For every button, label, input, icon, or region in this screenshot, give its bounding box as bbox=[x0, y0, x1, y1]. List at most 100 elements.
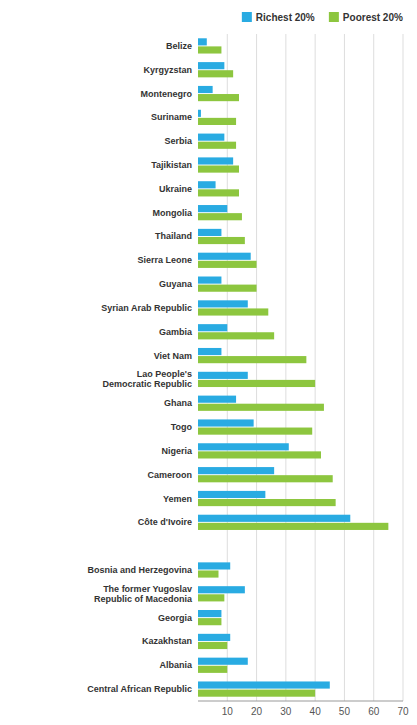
bar bbox=[198, 189, 239, 196]
category-label: Nigeria bbox=[161, 446, 193, 456]
category-label-line: Georgia bbox=[158, 613, 193, 623]
bar bbox=[198, 404, 324, 411]
category-label: Belize bbox=[166, 41, 192, 51]
category-label-line: Ukraine bbox=[159, 184, 192, 194]
category-label-line: Republic of Macedonia bbox=[94, 594, 193, 604]
x-tick-label: 40 bbox=[310, 706, 322, 717]
bar bbox=[198, 642, 227, 649]
bar bbox=[198, 443, 289, 450]
bar bbox=[198, 308, 268, 315]
bar bbox=[198, 475, 333, 482]
bar bbox=[198, 142, 236, 149]
bar bbox=[198, 428, 312, 435]
category-label: Sierra Leone bbox=[137, 255, 192, 265]
bar bbox=[198, 134, 224, 141]
bar bbox=[198, 157, 233, 164]
category-label-line: Tajikistan bbox=[151, 160, 192, 170]
category-label-line: Bosnia and Herzegovina bbox=[87, 565, 193, 575]
grid-line bbox=[285, 34, 286, 701]
category-label: Suriname bbox=[151, 112, 192, 122]
bars bbox=[198, 38, 388, 696]
category-label-line: Ghana bbox=[164, 398, 193, 408]
bar bbox=[198, 237, 245, 244]
category-label: Georgia bbox=[158, 613, 193, 623]
category-label-line: Syrian Arab Republic bbox=[101, 303, 192, 313]
grid-line bbox=[403, 34, 404, 701]
bar bbox=[198, 618, 221, 625]
bar bbox=[198, 110, 201, 117]
chart: Belize Kyrgyzstan Montenegro Suriname Serbia… bbox=[0, 0, 417, 725]
bar bbox=[198, 277, 221, 284]
x-tick-label: 10 bbox=[222, 706, 234, 717]
category-label: Tajikistan bbox=[151, 160, 192, 170]
category-label: Serbia bbox=[164, 136, 193, 146]
category-label-line: Guyana bbox=[159, 279, 193, 289]
category-label: Gambia bbox=[159, 327, 193, 337]
x-axis-ticks: 10203040506070 bbox=[222, 706, 409, 717]
bar bbox=[198, 690, 315, 697]
bar bbox=[198, 491, 265, 498]
category-label: Cameroon bbox=[147, 470, 192, 480]
bar bbox=[198, 285, 257, 292]
category-label: Central African Republic bbox=[87, 684, 192, 694]
category-label-line: Central African Republic bbox=[87, 684, 192, 694]
category-label-line: Kyrgyzstan bbox=[143, 65, 192, 75]
legend-label: Poorest 20% bbox=[343, 12, 403, 23]
category-label-line: Gambia bbox=[159, 327, 193, 337]
legend-swatch bbox=[242, 12, 252, 22]
category-label-line: Mongolia bbox=[153, 208, 193, 218]
bar bbox=[198, 634, 230, 641]
bar bbox=[198, 372, 248, 379]
legend-label: Richest 20% bbox=[256, 12, 315, 23]
category-label-line: Lao People's bbox=[137, 369, 192, 379]
category-label-line: Côte d'Ivoire bbox=[138, 517, 192, 527]
bar bbox=[198, 118, 236, 125]
category-label-line: Togo bbox=[171, 422, 193, 432]
bar bbox=[198, 666, 227, 673]
bar bbox=[198, 324, 227, 331]
category-label-line: Serbia bbox=[164, 136, 193, 146]
bar bbox=[198, 38, 207, 45]
bar bbox=[198, 499, 336, 506]
category-label-line: Albania bbox=[159, 660, 193, 670]
category-label: Mongolia bbox=[153, 208, 193, 218]
category-label-line: Yemen bbox=[163, 494, 192, 504]
x-tick-label: 60 bbox=[368, 706, 380, 717]
bar bbox=[198, 86, 213, 93]
category-label: Guyana bbox=[159, 279, 193, 289]
category-label: Ghana bbox=[164, 398, 193, 408]
category-label: Albania bbox=[159, 660, 193, 670]
grid-line bbox=[373, 34, 374, 701]
grid-line bbox=[256, 34, 257, 701]
bar bbox=[198, 165, 239, 172]
category-label: Togo bbox=[171, 422, 193, 432]
legend: Richest 20% Poorest 20% bbox=[242, 12, 403, 23]
category-label-line: Suriname bbox=[151, 112, 192, 122]
bar bbox=[198, 562, 230, 569]
grid-line bbox=[344, 34, 345, 701]
bar bbox=[198, 261, 257, 268]
legend-item: Poorest 20% bbox=[329, 12, 403, 23]
bar bbox=[198, 46, 221, 53]
category-label: Kyrgyzstan bbox=[143, 65, 192, 75]
bar bbox=[198, 586, 245, 593]
category-label: Viet Nam bbox=[154, 351, 192, 361]
x-tick-label: 70 bbox=[397, 706, 409, 717]
category-label-line: Thailand bbox=[155, 231, 192, 241]
bar bbox=[198, 70, 233, 77]
category-label: Ukraine bbox=[159, 184, 192, 194]
bar bbox=[198, 610, 221, 617]
bar bbox=[198, 356, 306, 363]
category-label: Syrian Arab Republic bbox=[101, 303, 192, 313]
category-label-line: Democratic Republic bbox=[102, 379, 192, 389]
bar bbox=[198, 300, 248, 307]
category-label: Kazakhstan bbox=[142, 636, 192, 646]
legend-item: Richest 20% bbox=[242, 12, 315, 23]
x-tick-label: 20 bbox=[251, 706, 263, 717]
category-label-line: Belize bbox=[166, 41, 192, 51]
category-label-line: The former Yugoslav bbox=[103, 584, 192, 594]
category-label: Montenegro bbox=[141, 89, 193, 99]
category-label: Côte d'Ivoire bbox=[138, 517, 192, 527]
category-label: Yemen bbox=[163, 494, 192, 504]
bar bbox=[198, 181, 216, 188]
